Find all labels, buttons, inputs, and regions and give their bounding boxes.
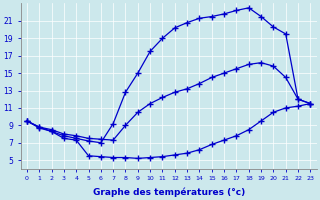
X-axis label: Graphe des températures (°c): Graphe des températures (°c)	[92, 187, 245, 197]
